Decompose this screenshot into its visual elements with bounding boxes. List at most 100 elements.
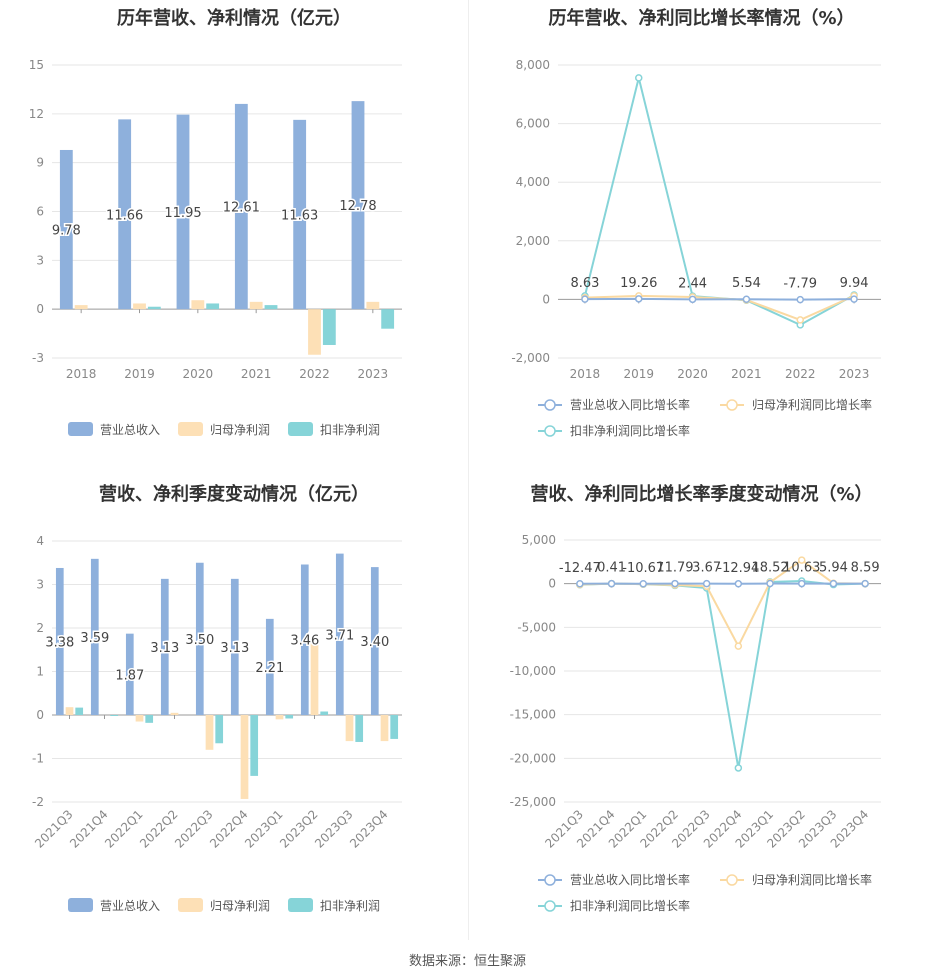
y-tick-label: -2,000	[511, 351, 550, 365]
quarterly-growth-panel: 营收、净利同比增长率季度变动情况（%） -25,000 -20,000 -15,00…	[468, 470, 935, 940]
bar-net-profit	[65, 707, 74, 715]
data-label: 8.63	[570, 276, 599, 291]
series-point	[734, 642, 743, 650]
bar-deducted-profit	[355, 715, 364, 742]
bar-revenue	[351, 101, 365, 310]
x-tick-label: 2022	[299, 367, 330, 381]
series-point	[607, 579, 616, 588]
bar-revenue	[293, 119, 307, 310]
y-tick-label: -5,000	[517, 620, 556, 634]
data-label: 3.40	[360, 635, 389, 650]
legend-label: 营业总收入同比增长率	[570, 872, 690, 887]
bar-net-profit	[74, 305, 88, 310]
legend-label: 扣非净利润	[320, 423, 380, 437]
bar-net-profit	[205, 715, 214, 750]
data-label: 12.61	[223, 201, 260, 216]
x-tick-label: 2021	[241, 367, 272, 381]
series-point	[702, 579, 711, 588]
series-point	[734, 764, 743, 772]
bar-deducted-profit	[206, 303, 220, 310]
data-label: 8.59	[851, 561, 880, 576]
x-tick-label: 2018	[66, 367, 97, 381]
legend-marker	[726, 874, 738, 886]
data-label: 12.78	[339, 199, 376, 214]
data-label: 3.71	[325, 628, 354, 643]
series-point	[850, 295, 858, 303]
y-tick-label: 2,000	[516, 234, 550, 248]
quarterly-growth-chart: -25,000 -20,000 -15,000 -10,000 -5,000 0 5,000…	[510, 533, 881, 913]
x-tick-label: 2023	[358, 367, 389, 381]
y-tick-label: -2	[32, 795, 44, 809]
x-tick-label: 2022	[785, 367, 816, 381]
legend-label: 扣非净利润同比增长率	[570, 898, 690, 913]
annual-revenue-profit-chart: -3 0 3 6 9 12 15 2018 2019 2020 2021 2022 2023 9.78 11…	[29, 58, 402, 437]
bar-net-profit	[135, 715, 144, 722]
data-label: 9.78	[52, 224, 81, 239]
bar-net-profit	[133, 303, 146, 310]
data-label: 11.95	[164, 206, 201, 221]
x-tick-label: 2018	[570, 367, 601, 381]
data-label: 5.54	[732, 276, 761, 291]
series-point	[796, 316, 804, 324]
legend-label: 营业总收入同比增长率	[570, 397, 690, 412]
quarterly-revenue-profit-chart: -2-1012342021Q32021Q42022Q12022Q22022Q32…	[32, 534, 402, 913]
y-tick-label: 0	[542, 292, 550, 306]
bar-deducted-profit	[390, 715, 399, 739]
chart-title: 营收、净利季度变动情况（亿元）	[99, 484, 369, 505]
y-tick-label: 4	[36, 534, 44, 548]
bar-deducted-profit	[75, 707, 84, 715]
data-label: 3.67	[692, 561, 721, 576]
x-tick-label: 2019	[124, 367, 155, 381]
y-tick-label: -10,000	[510, 664, 556, 678]
series-point	[635, 74, 643, 82]
y-tick-label: -25,000	[510, 795, 556, 809]
bar-revenue	[125, 633, 134, 715]
legend-marker	[544, 425, 556, 437]
bar-revenue	[59, 149, 73, 310]
series-point	[635, 295, 643, 303]
data-label: 9.94	[840, 276, 869, 291]
legend-marker	[726, 399, 738, 411]
bar-net-profit	[170, 712, 179, 715]
series-point	[742, 295, 751, 303]
legend-swatch	[68, 422, 93, 436]
data-label: 2.21	[255, 661, 284, 676]
annual-growth-panel: 历年营收、净利同比增长率情况（%） -2,000 0 2,000 4,000 6,000…	[468, 0, 935, 460]
series-point	[671, 579, 679, 588]
bar-deducted-profit	[322, 309, 336, 345]
bar-revenue	[90, 558, 99, 715]
y-tick-label: -1	[32, 752, 44, 766]
bar-net-profit	[310, 643, 319, 715]
y-tick-label: 0	[36, 302, 44, 316]
bar-revenue	[335, 553, 344, 715]
data-label: 3.46	[290, 634, 319, 649]
bar-revenue	[118, 119, 132, 310]
legend-label: 归母净利润	[210, 899, 270, 913]
data-label: 3.13	[220, 641, 249, 656]
y-tick-label: 5,000	[522, 533, 556, 547]
annual-growth-chart: -2,000 0 2,000 4,000 6,000 8,000 2018 2019 2020 2…	[511, 58, 881, 438]
legend-label: 营业总收入	[100, 899, 160, 913]
bar-deducted-profit	[145, 715, 154, 723]
data-label: -10.67	[622, 561, 664, 576]
bar-deducted-profit	[147, 306, 161, 310]
y-tick-label: 3	[36, 253, 44, 267]
data-source-note: 数据来源：恒生聚源	[408, 954, 526, 969]
bar-deducted-profit	[110, 715, 119, 716]
legend-swatch	[288, 422, 313, 436]
y-tick-label: -3	[32, 351, 44, 365]
bar-revenue	[370, 567, 379, 715]
data-label: 11.79	[656, 561, 693, 576]
legend-swatch	[178, 898, 203, 912]
bar-net-profit	[275, 715, 284, 720]
series-point	[576, 580, 584, 588]
x-tick-label: 2020	[183, 367, 214, 381]
series-point	[688, 295, 697, 304]
data-label: -12.47	[559, 561, 601, 576]
x-tick-label: 2021	[731, 367, 762, 381]
y-tick-label: 12	[29, 107, 44, 121]
data-label: 2.44	[678, 276, 707, 291]
series-point	[639, 580, 647, 588]
y-tick-label: 15	[29, 58, 44, 72]
series-line	[579, 580, 866, 769]
